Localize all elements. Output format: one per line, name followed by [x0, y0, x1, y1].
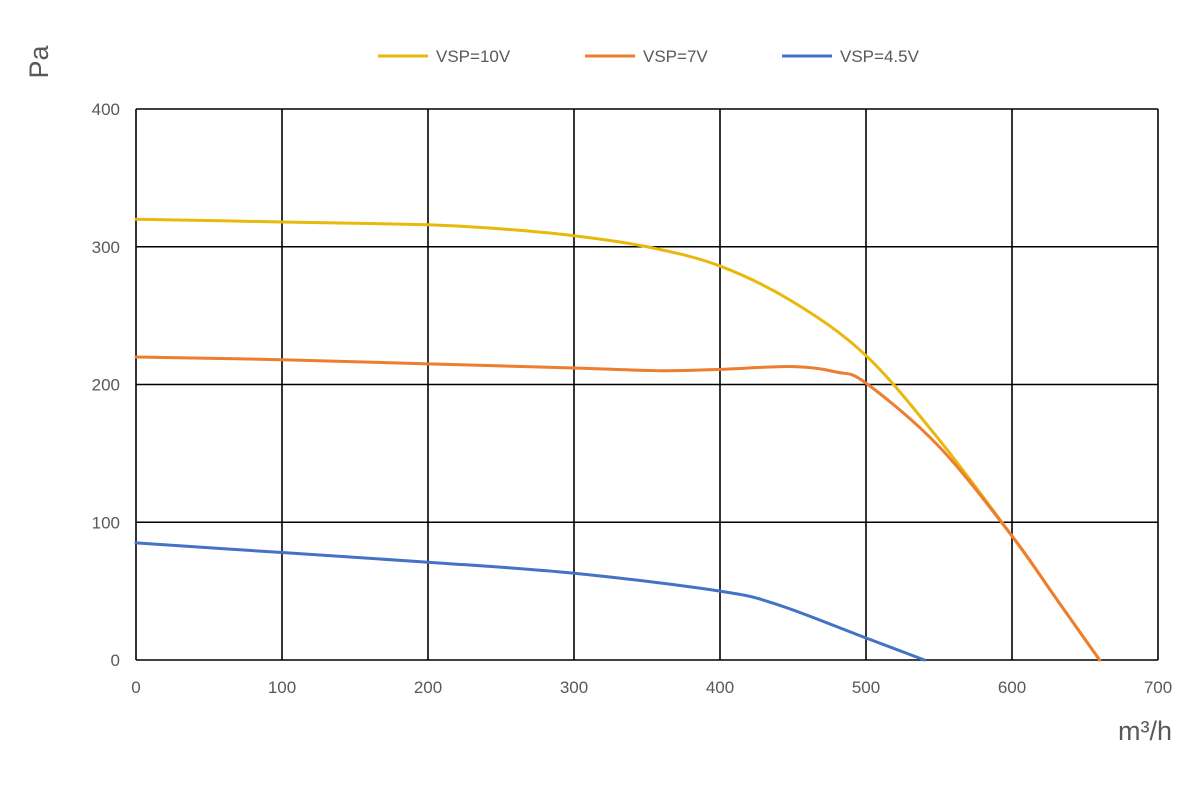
tick-labels: 0 100 200 300 400 500 600 700 0 100 200 300 400 [92, 100, 1173, 697]
x-tick-label-3: 300 [560, 678, 588, 697]
legend-label-2: VSP=4.5V [840, 47, 920, 66]
legend-label-1: VSP=7V [643, 47, 708, 66]
x-tick-label-7: 700 [1144, 678, 1172, 697]
x-tick-label-0: 0 [131, 678, 140, 697]
series-line-1 [134, 355, 1102, 662]
x-tick-label-4: 400 [706, 678, 734, 697]
series-line-0 [134, 217, 1102, 662]
y-axis-title: Pa [24, 45, 54, 79]
legend-item-0: VSP=10V [378, 47, 511, 66]
x-axis-title: m³/h [1118, 716, 1172, 746]
series-lines [134, 217, 1102, 662]
y-tick-label-1: 100 [92, 513, 120, 532]
x-tick-label-5: 500 [852, 678, 880, 697]
series-line-2 [134, 541, 926, 662]
x-tick-label-1: 100 [268, 678, 296, 697]
legend-item-1: VSP=7V [585, 47, 708, 66]
y-tick-label-3: 300 [92, 238, 120, 257]
grid [135, 108, 1159, 661]
legend-label-0: VSP=10V [436, 47, 511, 66]
y-tick-label-2: 200 [92, 376, 120, 395]
y-tick-label-0: 0 [111, 651, 120, 670]
x-tick-label-6: 600 [998, 678, 1026, 697]
legend-item-2: VSP=4.5V [782, 47, 920, 66]
legend: VSP=10V VSP=7V VSP=4.5V [378, 47, 920, 66]
x-tick-label-2: 200 [414, 678, 442, 697]
y-tick-label-4: 400 [92, 100, 120, 119]
